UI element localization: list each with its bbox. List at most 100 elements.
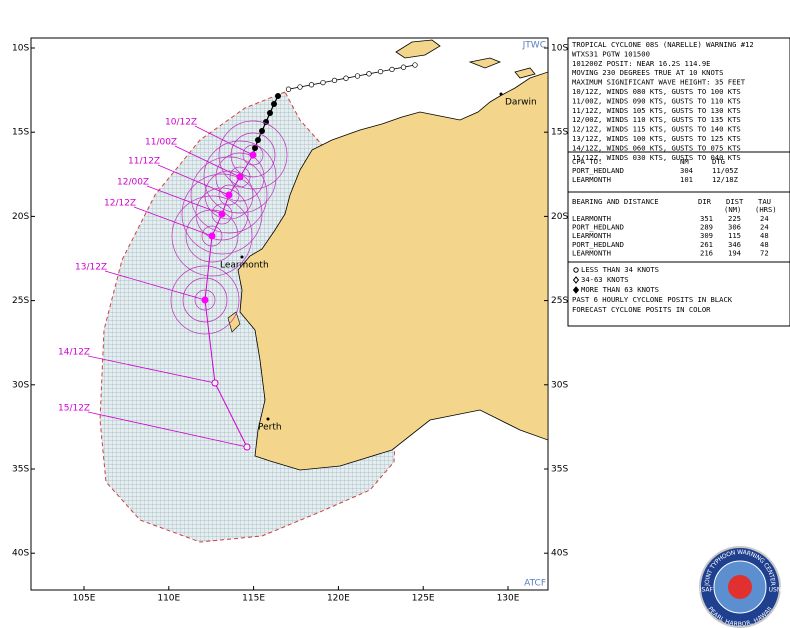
- forecast-label: 14/12Z: [58, 348, 90, 358]
- label-leader: [133, 206, 213, 237]
- legend-symbol: [572, 276, 580, 284]
- forecast-label: 11/00Z: [145, 138, 177, 148]
- info-panel: [567, 37, 790, 327]
- place-dot: [499, 92, 503, 96]
- warning-line: WTXS31 PGTW 101500: [572, 49, 650, 58]
- legend-symbol: [572, 286, 580, 294]
- wind-radius: [170, 265, 240, 335]
- forecast-posit: [225, 191, 233, 199]
- past-posit: [285, 86, 292, 92]
- label-leader: [87, 411, 248, 448]
- label-leader: [194, 125, 254, 156]
- forecast-posit: [201, 296, 209, 304]
- lat-label-left: 20S: [12, 212, 29, 222]
- forecast-line: 11/12Z, WINDS 105 KTS, GUSTS TO 130 KTS: [572, 106, 741, 115]
- bearing-cell: LEARMONTH: [572, 214, 611, 223]
- past-posit-strong: [259, 128, 265, 134]
- legend-entry: LESS THAN 34 KNOTS: [581, 265, 659, 274]
- place-label: Perth: [258, 423, 282, 433]
- warning-line: MAXIMUM SIGNIFICANT WAVE HEIGHT: 35 FEET: [572, 78, 746, 87]
- lat-label-left: 40S: [12, 549, 29, 559]
- bearing-cell: 346: [728, 240, 741, 249]
- legend-symbol: [573, 267, 579, 273]
- forecast-posit: [218, 210, 226, 218]
- forecast-label: 10/12Z: [165, 118, 197, 128]
- bearing-cell: 115: [728, 231, 741, 240]
- bearing-cell: 24: [760, 214, 769, 223]
- past-posit: [343, 75, 349, 81]
- bearing-cell: 351: [700, 214, 713, 223]
- legend-entry: MORE THAN 63 KNOTS: [581, 285, 659, 294]
- wind-radius: [194, 289, 216, 311]
- forecast-line: 15/12Z, WINDS 030 KTS, GUSTS TO 040 KTS: [572, 153, 741, 162]
- lat-label-right: 25S: [551, 296, 568, 306]
- bearing-cell: 289: [700, 223, 713, 232]
- bearing-header: DIR: [698, 197, 712, 206]
- place-label: Darwin: [505, 98, 537, 108]
- bearing-cell: 309: [700, 231, 713, 240]
- bearing-cell: 194: [728, 248, 741, 257]
- bearing-cell: 216: [700, 248, 713, 257]
- bearing-cell: 48: [760, 231, 769, 240]
- wind-radius: [181, 173, 263, 255]
- wind-radius: [229, 166, 251, 188]
- lon-label: 115E: [242, 594, 265, 604]
- bearing-cell: 48: [760, 240, 769, 249]
- cpa-header: NM: [680, 157, 689, 166]
- lon-label: 120E: [327, 594, 350, 604]
- bearing-cell: 261: [700, 240, 713, 249]
- wind-radius: [201, 225, 223, 247]
- past-posit-strong: [275, 93, 281, 99]
- lat-label-right: 35S: [551, 465, 568, 475]
- lat-label-right: 40S: [551, 549, 568, 559]
- forecast-label: 12/00Z: [117, 178, 149, 188]
- logo-right: USN: [769, 587, 782, 594]
- bearing-cell: PORT_HEDLAND: [572, 223, 624, 232]
- wind-radius: [218, 184, 240, 206]
- cpa-cell: 101: [680, 175, 693, 184]
- wind-radius: [185, 209, 239, 263]
- legend-note: FORECAST CYCLONE POSITS IN COLOR: [572, 305, 711, 314]
- wind-radius: [182, 277, 228, 323]
- bearing-cell: LEARMONTH: [572, 231, 611, 240]
- cpa-cell: 304: [680, 166, 693, 175]
- cpa-header: DTG: [712, 157, 725, 166]
- cpa-cell: 12/18Z: [712, 175, 739, 184]
- past-posit: [412, 62, 418, 68]
- lat-label-right: 20S: [551, 212, 568, 222]
- forecast-posit: [249, 151, 257, 159]
- forecast-label: 12/12Z: [104, 199, 136, 209]
- bearing-header: DIST: [726, 197, 744, 206]
- past-posit: [366, 71, 372, 77]
- wind-radius: [215, 152, 265, 202]
- lon-label: 130E: [497, 594, 520, 604]
- bearing-unit: (HRS): [755, 205, 777, 214]
- source-label: ATCF: [524, 579, 546, 589]
- bearing-cell: PORT_HEDLAND: [572, 240, 624, 249]
- wind-radius: [171, 195, 253, 277]
- australia-land: [237, 71, 548, 471]
- bearing-header: TAU: [758, 197, 771, 206]
- lat-label-left: 25S: [12, 296, 29, 306]
- warning-line: 101200Z POSIT: NEAR 16.2S 114.9E: [572, 59, 710, 68]
- forecast-label: 13/12Z: [75, 263, 107, 273]
- past-posit: [320, 79, 326, 86]
- past-posit: [354, 73, 361, 79]
- lat-label-left: 35S: [12, 465, 29, 475]
- forecast-line: 13/12Z, WINDS 100 KTS, GUSTS TO 125 KTS: [572, 134, 741, 143]
- past-posit: [389, 66, 395, 73]
- lon-label: 125E: [412, 594, 435, 604]
- past-posit: [297, 84, 303, 90]
- wind-radius: [190, 156, 268, 234]
- label-leader: [174, 145, 241, 178]
- past-posit-strong: [267, 110, 273, 116]
- lat-label-right: 30S: [551, 380, 568, 390]
- past-posit-strong: [255, 137, 261, 143]
- bearing-cell: LEARMONTH: [572, 248, 611, 257]
- forecast-line: 12/12Z, WINDS 115 KTS, GUSTS TO 140 KTS: [572, 125, 741, 134]
- place-label: Learmonth: [220, 261, 269, 271]
- past-posit: [400, 64, 407, 70]
- lat-label-left: 30S: [12, 380, 29, 390]
- lat-label-left: 15S: [12, 128, 29, 138]
